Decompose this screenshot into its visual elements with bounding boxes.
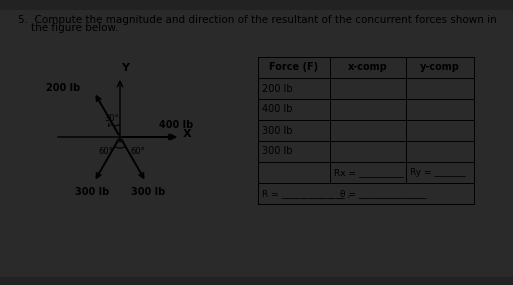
Text: 200 lb: 200 lb <box>262 84 292 93</box>
Text: 300 lb: 300 lb <box>262 125 292 135</box>
Text: X: X <box>183 129 192 139</box>
Text: 60°: 60° <box>130 147 145 156</box>
Text: 5.  Compute the magnitude and direction of the resultant of the concurrent force: 5. Compute the magnitude and direction o… <box>18 15 497 25</box>
Text: x-comp: x-comp <box>348 62 388 72</box>
Bar <box>0 0 513 10</box>
Text: 200 lb: 200 lb <box>46 83 80 93</box>
Text: 300 lb: 300 lb <box>262 146 292 156</box>
Text: 30°: 30° <box>104 114 119 123</box>
Text: 400 lb: 400 lb <box>262 105 292 115</box>
Text: Y: Y <box>121 63 129 73</box>
Text: Rx = __________: Rx = __________ <box>334 168 404 177</box>
Text: Ry = _______: Ry = _______ <box>410 168 466 177</box>
Text: Force (F): Force (F) <box>269 62 319 72</box>
Text: 60°: 60° <box>98 147 113 156</box>
Text: θ = _______________: θ = _______________ <box>340 189 426 198</box>
Text: 300 lb: 300 lb <box>75 187 109 197</box>
Text: 400 lb: 400 lb <box>159 120 193 130</box>
Text: the figure below.: the figure below. <box>18 23 119 33</box>
Text: 300 lb: 300 lb <box>131 187 165 197</box>
Bar <box>0 277 513 285</box>
Text: y-comp: y-comp <box>420 62 460 72</box>
Text: R = ______________ ,: R = ______________ , <box>262 189 350 198</box>
